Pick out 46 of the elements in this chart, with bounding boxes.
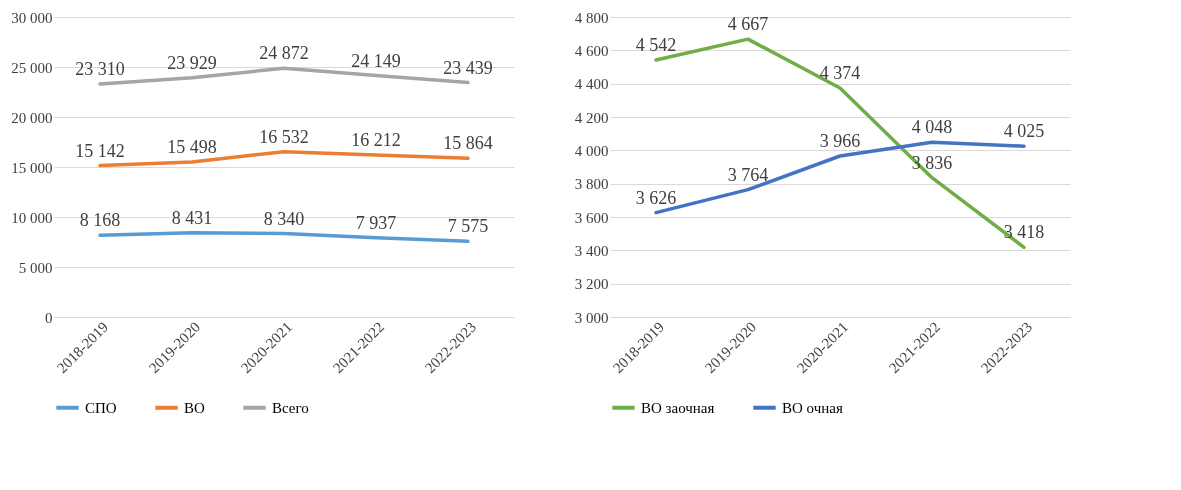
legend-label: СПО — [85, 399, 117, 416]
y-tick-label: 15 000 — [11, 159, 53, 176]
y-tick-label: 4 000 — [574, 142, 609, 159]
data-label: 4 374 — [819, 63, 861, 83]
data-label: 8 340 — [263, 208, 305, 229]
legend-label: ВО заочная — [641, 399, 715, 416]
data-label: 15 864 — [443, 133, 493, 154]
data-label: 8 431 — [171, 207, 213, 228]
y-tick-label: 10 000 — [11, 209, 53, 226]
data-label: 4 025 — [1003, 121, 1045, 142]
legend-label: ВО — [184, 399, 205, 416]
y-tick-label: 4 200 — [574, 109, 609, 126]
y-tick-label: 3 400 — [574, 242, 609, 259]
data-label: 4 542 — [635, 35, 677, 55]
data-label: 15 142 — [75, 140, 125, 161]
data-label: 23 929 — [167, 52, 217, 73]
y-tick-label: 3 200 — [574, 276, 609, 293]
legend-label: ВО очная — [782, 399, 843, 416]
data-label: 7 575 — [447, 216, 489, 237]
data-label: 7 937 — [355, 212, 397, 233]
legend-label: Всего — [272, 399, 309, 416]
data-label: 8 168 — [79, 210, 121, 231]
y-tick-label: 30 000 — [11, 9, 53, 26]
data-label: 16 532 — [259, 126, 309, 147]
y-tick-label: 3 000 — [574, 309, 609, 326]
y-tick-label: 4 800 — [574, 9, 609, 26]
y-tick-label: 5 000 — [18, 259, 53, 276]
y-tick-label: 3 600 — [574, 209, 609, 226]
y-tick-label: 3 800 — [574, 176, 609, 193]
data-label: 3 764 — [727, 164, 769, 185]
data-label: 16 212 — [351, 129, 401, 150]
y-tick-label: 4 600 — [574, 42, 609, 59]
data-label: 23 439 — [443, 57, 493, 78]
data-label: 3 626 — [635, 187, 677, 208]
y-tick-label: 25 000 — [11, 59, 53, 76]
data-label: 3 966 — [819, 131, 861, 151]
data-label: 4 048 — [911, 117, 953, 138]
data-label: 15 498 — [167, 137, 217, 158]
y-tick-label: 0 — [45, 309, 53, 326]
line-series — [98, 230, 470, 243]
data-label: 23 310 — [75, 58, 125, 79]
y-tick-label: 20 000 — [11, 109, 53, 126]
y-tick-label: 4 400 — [574, 76, 609, 93]
data-label: 24 872 — [259, 43, 309, 64]
data-label: 24 149 — [351, 50, 401, 71]
data-label: 4 667 — [727, 14, 769, 35]
